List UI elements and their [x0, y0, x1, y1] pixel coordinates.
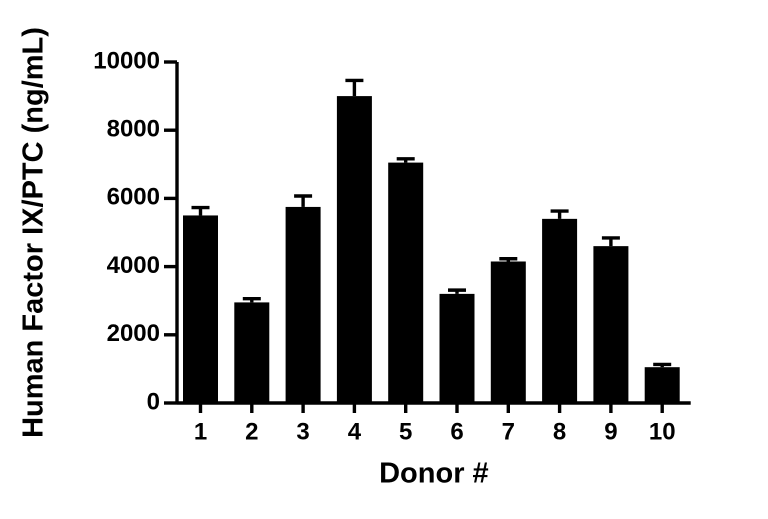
svg-text:7: 7 [502, 418, 515, 445]
svg-text:8: 8 [553, 418, 566, 445]
svg-text:6: 6 [450, 418, 463, 445]
svg-text:10000: 10000 [93, 47, 160, 74]
svg-text:4: 4 [348, 418, 362, 445]
svg-text:5: 5 [399, 418, 412, 445]
svg-text:2: 2 [245, 418, 258, 445]
svg-text:Human Factor IX/PTC (ng/mL): Human Factor IX/PTC (ng/mL) [18, 27, 50, 438]
svg-text:4000: 4000 [107, 252, 160, 279]
svg-text:Donor #: Donor # [379, 458, 489, 490]
svg-text:1: 1 [194, 418, 207, 445]
svg-text:10: 10 [649, 418, 676, 445]
svg-text:3: 3 [296, 418, 309, 445]
svg-text:9: 9 [604, 418, 617, 445]
svg-text:0: 0 [147, 388, 160, 415]
svg-text:6000: 6000 [107, 184, 160, 211]
svg-text:2000: 2000 [107, 320, 160, 347]
svg-text:8000: 8000 [107, 116, 160, 143]
